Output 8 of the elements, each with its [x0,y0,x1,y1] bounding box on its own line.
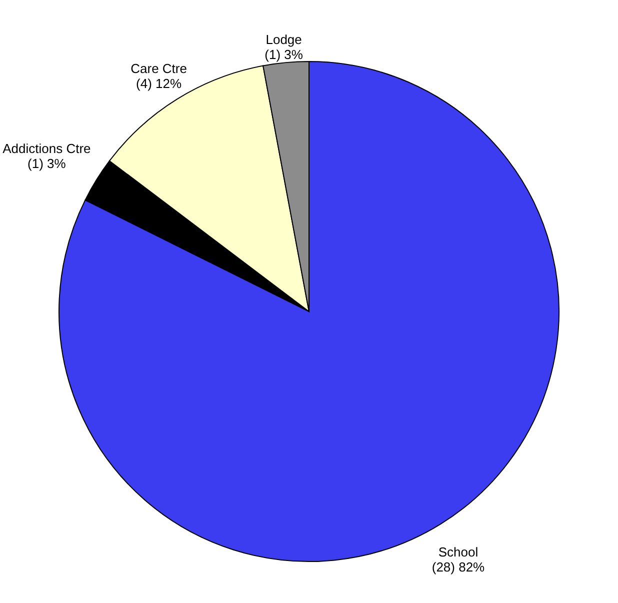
slice-label: Addictions Ctre [2,141,91,156]
data-label: (4) 12% [136,76,182,91]
data-label: (1) 3% [28,156,66,172]
slice-label: Care Ctre [130,60,187,76]
data-label: (28) 82% [432,560,486,575]
data-label: (1) 3% [264,46,304,62]
slice-label: School [438,544,478,560]
slice-label: Lodge [266,32,302,47]
